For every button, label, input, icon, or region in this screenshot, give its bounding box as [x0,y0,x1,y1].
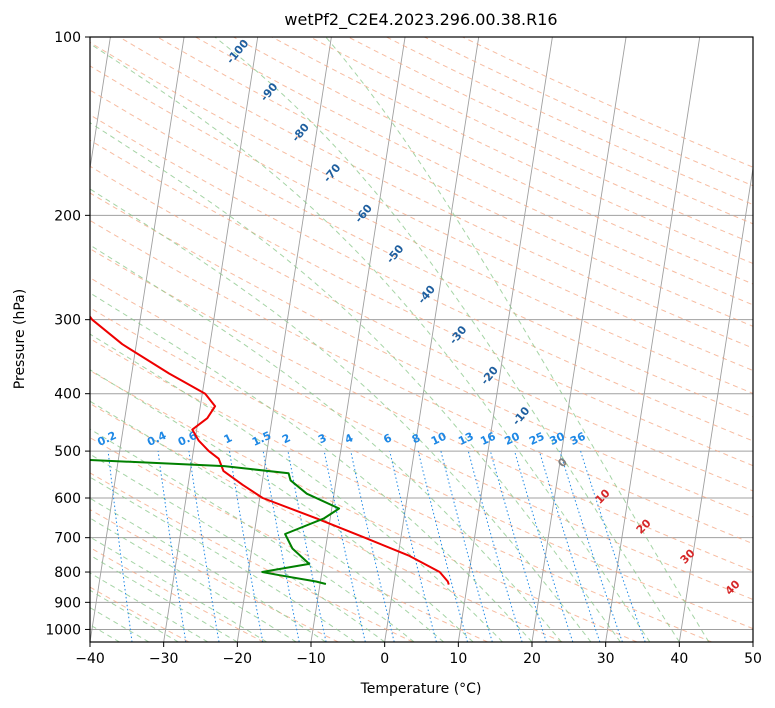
mixing-ratio-line [538,450,601,642]
moist-adiabat-line [90,589,179,642]
mixing-ratio-label: 20 [503,430,523,448]
y-tick-label: 500 [54,444,81,460]
x-tick-label: 40 [670,651,688,667]
x-tick-label: 50 [744,651,762,667]
moist-adiabat-line [90,188,592,642]
mixing-ratio-lines [107,450,646,642]
mixing-ratio-line [489,450,547,642]
chart-title: wetPf2_C2E4.2023.296.00.38.R16 [284,10,557,30]
isobar-grid [90,37,753,630]
mixing-ratio-line [514,450,574,642]
dry-adiabat-line [90,89,753,418]
mixing-ratio-line [559,450,623,642]
y-tick-label: 1000 [45,622,81,638]
y-tick-label: 600 [54,491,81,507]
moist-adiabat-line [90,122,621,642]
mixing-ratio-label: 16 [478,430,498,448]
sounding-series [90,315,450,585]
mixing-ratio-line [157,451,187,642]
y-axis-ticks: 100 200 300 400 500 600 700 800 900 1000 [45,30,90,638]
dry-adiabat-line [386,37,753,206]
x-tick-label: 20 [523,651,541,667]
y-tick-label: 300 [54,313,81,329]
moist-adiabat-line [90,400,444,642]
mixing-ratio-line [262,451,300,642]
isotherm-line [90,37,185,642]
moist-adiabat-line [325,37,710,642]
moist-adiabat-line [90,244,562,642]
mixing-ratio-label: 25 [527,430,546,448]
moist-adiabat-line [90,333,503,642]
plot-frame [89,36,754,643]
moist-adiabats [90,37,710,642]
y-axis-label: Pressure (hPa) [12,289,28,389]
mixing-ratio-label: 30 [548,430,568,448]
x-tick-label: −20 [223,651,253,667]
x-axis-ticks: −40 −30 −20 −10 0 10 20 30 40 50 [75,642,762,667]
mixing-ratio-line [323,451,366,642]
x-tick-label: −30 [149,651,179,667]
dry-adiabat-line [90,65,753,394]
dry-adiabat-line [90,277,753,601]
y-tick-label: 700 [54,531,81,547]
x-tick-label: −10 [296,651,326,667]
dry-adiabat-line [157,37,753,327]
isotherm-line [531,37,627,642]
mixing-ratio-line [467,450,523,642]
y-tick-label: 900 [54,595,81,611]
dry-adiabat-line [90,219,753,545]
y-tick-label: 800 [54,565,81,581]
dry-adiabat-line [347,37,753,225]
mixing-ratio-label: 36 [568,430,588,448]
moist-adiabat-line [90,476,356,642]
x-tick-label: 30 [597,651,615,667]
isotherm-line [384,37,480,642]
dry-adiabat-line [90,192,753,518]
moist-adiabat-line [90,536,268,642]
isotherm-line [90,37,111,172]
x-tick-label: 10 [449,651,467,667]
dry-adiabat-line [119,37,753,349]
isotherm-line [163,37,259,642]
x-tick-label: −40 [75,651,105,667]
dry-adiabat-line [90,248,753,572]
mixing-ratio-line [350,450,395,642]
dry-adiabat-line [90,369,638,642]
isotherm-line [236,37,332,642]
isotherm-line [678,165,753,642]
x-axis-label: Temperature (°C) [360,681,482,697]
dry-adiabat-line [90,114,753,442]
mixing-ratio-line [580,450,646,642]
moist-adiabat-line [90,572,209,642]
mixing-ratio-line [107,451,133,642]
isotherm-line [310,37,406,642]
moist-adiabat-line [90,292,533,642]
dry-adiabat-line [90,402,563,642]
isotherm-line [457,37,553,642]
mixing-ratio-label: 13 [456,430,475,448]
mixing-ratio-label: 10 [429,430,449,448]
dry-adiabats [90,37,753,642]
mixing-ratio-line [417,450,468,642]
moist-adiabat-line [214,37,680,642]
dewpoint-line [90,459,341,585]
moist-adiabat-line [90,453,385,642]
y-tick-label: 100 [54,30,81,46]
y-tick-label: 200 [54,208,81,224]
dry-adiabat-line [90,509,339,642]
x-tick-label: 0 [380,651,389,667]
dry-adiabat-line [233,37,753,285]
dry-adiabat-line [271,37,753,265]
mixing-ratio-line [389,450,437,642]
dry-adiabat-line [90,338,712,642]
mixing-ratio-line [287,451,327,642]
mixing-ratio-line [440,450,493,642]
y-tick-label: 400 [54,387,81,403]
dry-adiabat-line [462,37,753,168]
mixing-ratio-line [229,451,264,642]
mixing-ratio-line [188,451,220,642]
temperature-line [90,315,450,585]
moist-adiabat-line [90,554,238,642]
